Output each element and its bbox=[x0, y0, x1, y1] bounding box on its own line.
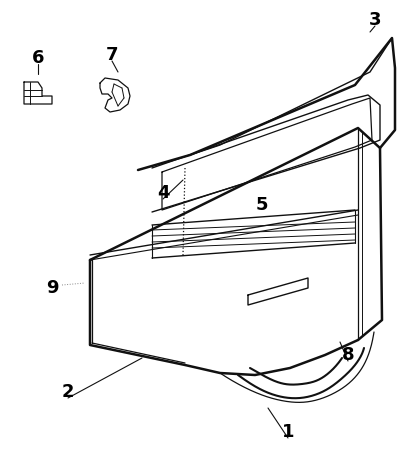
Text: 5: 5 bbox=[255, 196, 267, 214]
Text: 4: 4 bbox=[156, 184, 169, 202]
Text: 8: 8 bbox=[341, 346, 353, 364]
Text: 3: 3 bbox=[368, 11, 380, 29]
Text: 9: 9 bbox=[46, 279, 58, 297]
Text: 7: 7 bbox=[106, 46, 118, 64]
Text: 1: 1 bbox=[281, 423, 294, 441]
Text: 6: 6 bbox=[31, 49, 44, 67]
Text: 2: 2 bbox=[62, 383, 74, 401]
